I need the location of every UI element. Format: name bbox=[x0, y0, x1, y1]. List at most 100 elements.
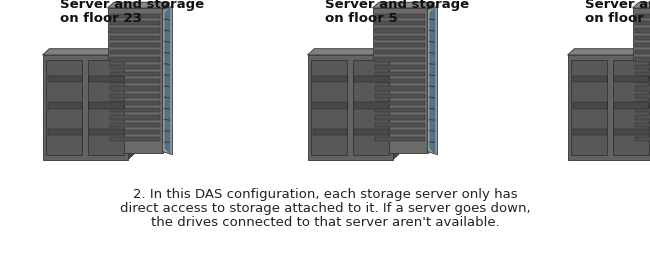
Bar bbox=[354, 76, 389, 82]
Bar bbox=[635, 86, 650, 91]
Bar bbox=[635, 115, 650, 120]
Bar bbox=[635, 57, 650, 62]
Bar bbox=[111, 86, 160, 91]
Bar bbox=[635, 72, 650, 76]
Bar bbox=[571, 60, 608, 155]
Polygon shape bbox=[162, 6, 172, 155]
Polygon shape bbox=[428, 2, 434, 153]
Polygon shape bbox=[42, 49, 135, 55]
Polygon shape bbox=[393, 49, 399, 160]
Bar bbox=[635, 137, 650, 141]
Bar bbox=[614, 102, 649, 109]
Bar bbox=[635, 94, 650, 98]
Bar bbox=[107, 8, 162, 153]
Bar bbox=[635, 36, 650, 40]
Polygon shape bbox=[430, 7, 436, 154]
Polygon shape bbox=[164, 7, 170, 154]
Bar bbox=[111, 101, 160, 105]
Text: Server and storage: Server and storage bbox=[585, 0, 650, 11]
Bar bbox=[89, 76, 124, 82]
Polygon shape bbox=[428, 6, 437, 155]
Text: the drives connected to that server aren't available.: the drives connected to that server aren… bbox=[151, 216, 499, 229]
Bar bbox=[111, 36, 160, 40]
Text: direct access to storage attached to it. If a server goes down,: direct access to storage attached to it.… bbox=[120, 202, 530, 215]
Bar bbox=[635, 21, 650, 25]
Bar bbox=[375, 108, 424, 112]
Bar bbox=[614, 76, 649, 82]
Bar bbox=[111, 28, 160, 33]
Bar bbox=[375, 130, 424, 134]
Text: 2. In this DAS configuration, each storage server only has: 2. In this DAS configuration, each stora… bbox=[133, 188, 517, 201]
Bar bbox=[375, 21, 424, 25]
Bar bbox=[635, 64, 650, 69]
Bar bbox=[375, 86, 424, 91]
Bar bbox=[47, 76, 83, 82]
Bar bbox=[89, 102, 124, 109]
Bar bbox=[375, 36, 424, 40]
Bar bbox=[89, 128, 124, 135]
Bar bbox=[635, 130, 650, 134]
Bar bbox=[313, 76, 348, 82]
Bar bbox=[635, 79, 650, 84]
Bar bbox=[635, 14, 650, 18]
Bar bbox=[313, 128, 348, 135]
Bar bbox=[375, 101, 424, 105]
Bar bbox=[111, 50, 160, 54]
Polygon shape bbox=[372, 2, 434, 8]
Polygon shape bbox=[307, 49, 399, 55]
Bar bbox=[567, 55, 650, 160]
Bar bbox=[375, 57, 424, 62]
Bar bbox=[111, 14, 160, 18]
Bar bbox=[372, 8, 428, 153]
Bar bbox=[635, 123, 650, 127]
Bar bbox=[573, 76, 608, 82]
Bar bbox=[375, 64, 424, 69]
Bar bbox=[375, 94, 424, 98]
Bar bbox=[375, 28, 424, 33]
Polygon shape bbox=[127, 49, 135, 160]
Text: on floor 23: on floor 23 bbox=[60, 12, 142, 25]
Bar bbox=[375, 123, 424, 127]
Bar bbox=[375, 72, 424, 76]
Bar bbox=[111, 21, 160, 25]
Bar bbox=[354, 102, 389, 109]
Bar bbox=[614, 128, 649, 135]
Bar bbox=[111, 72, 160, 76]
Bar bbox=[47, 102, 83, 109]
Polygon shape bbox=[107, 2, 169, 8]
Bar bbox=[111, 57, 160, 62]
Bar bbox=[111, 130, 160, 134]
Bar bbox=[375, 14, 424, 18]
Bar bbox=[635, 101, 650, 105]
Bar bbox=[111, 108, 160, 112]
Polygon shape bbox=[632, 2, 650, 8]
Bar bbox=[375, 115, 424, 120]
Text: on floor 17: on floor 17 bbox=[585, 12, 650, 25]
Bar bbox=[375, 50, 424, 54]
Bar bbox=[635, 43, 650, 47]
Bar bbox=[42, 55, 127, 160]
Bar bbox=[354, 128, 389, 135]
Bar bbox=[375, 43, 424, 47]
Bar bbox=[375, 137, 424, 141]
Bar bbox=[111, 115, 160, 120]
Bar bbox=[307, 55, 393, 160]
Bar bbox=[635, 108, 650, 112]
Bar bbox=[635, 50, 650, 54]
Bar bbox=[573, 102, 608, 109]
Text: Server and storage: Server and storage bbox=[325, 0, 469, 11]
Text: on floor 5: on floor 5 bbox=[325, 12, 398, 25]
Bar bbox=[111, 94, 160, 98]
Bar bbox=[88, 60, 124, 155]
Bar bbox=[632, 8, 650, 153]
Polygon shape bbox=[567, 49, 650, 55]
Bar bbox=[573, 128, 608, 135]
Polygon shape bbox=[162, 2, 169, 153]
Bar bbox=[311, 60, 348, 155]
Bar bbox=[375, 79, 424, 84]
Bar bbox=[111, 64, 160, 69]
Bar bbox=[352, 60, 389, 155]
Bar bbox=[111, 123, 160, 127]
Bar bbox=[612, 60, 649, 155]
Bar bbox=[313, 102, 348, 109]
